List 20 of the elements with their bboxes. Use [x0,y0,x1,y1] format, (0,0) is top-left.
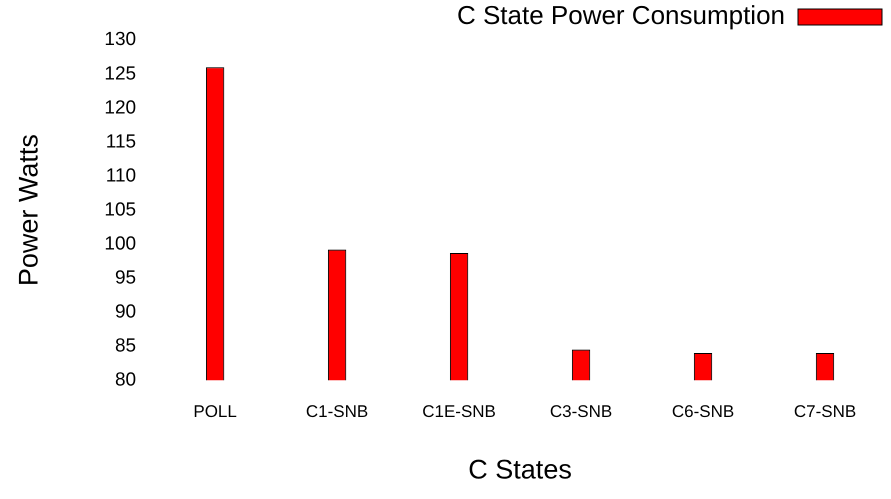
legend-label: C State Power Consumption [456,0,785,30]
y-tick-label: 95 [114,267,136,288]
x-tick-label: C1E-SNB [422,402,496,422]
x-tick-label: C7-SNB [794,402,856,422]
x-tick-label: POLL [193,402,237,422]
x-tick-label: C6-SNB [672,402,734,422]
y-tick-label: 115 [106,131,136,152]
y-tick-label: 110 [106,165,136,186]
y-tick-label: 125 [104,63,136,84]
y-tick-label: 85 [114,335,136,356]
y-tick-label: 105 [104,199,136,220]
x-tick-label: C1-SNB [306,402,368,422]
y-tick-label: 130 [104,29,136,50]
y-tick-label: 90 [114,301,136,322]
x-axis-title: C States [468,454,572,484]
y-tick-label: 100 [104,233,136,254]
y-tick-label: 120 [104,97,136,118]
y-tick-label: 80 [114,369,136,390]
x-tick-label: C3-SNB [550,402,612,422]
y-axis-title: Power Watts [14,134,44,286]
